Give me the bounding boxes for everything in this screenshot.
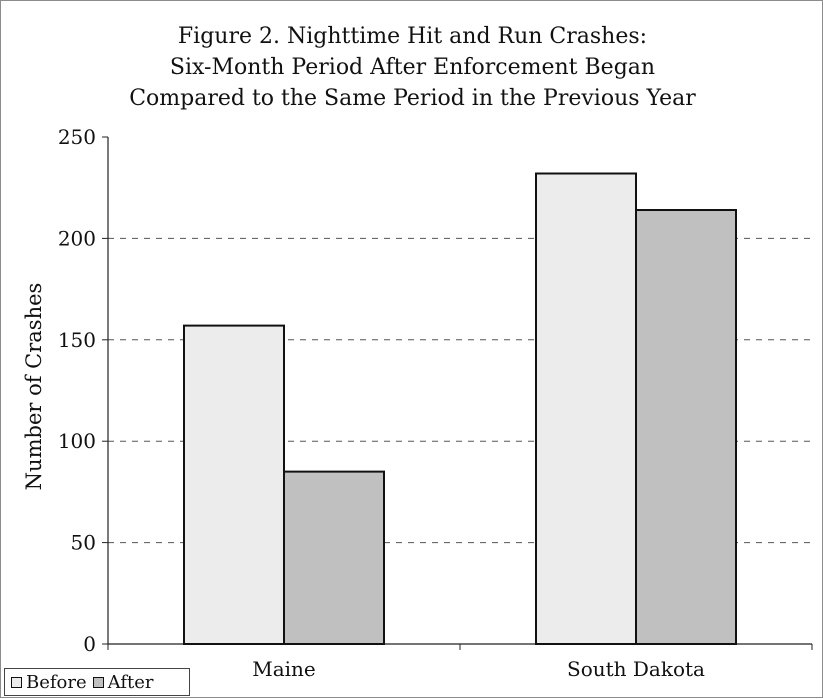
legend-label-before: Before [26, 671, 87, 693]
y-tick-label-0: 0 [83, 632, 96, 656]
bar-south-dakota-before [535, 172, 637, 645]
y-axis-label: Number of Crashes [22, 283, 46, 491]
y-tick-label-150: 150 [58, 328, 96, 352]
legend-swatch-after [92, 676, 104, 688]
y-tick-label-200: 200 [58, 226, 96, 250]
chart-title: Figure 2. Nighttime Hit and Run Crashes:… [1, 21, 823, 114]
legend-item-after: After [92, 671, 154, 693]
y-tick-label-250: 250 [58, 125, 96, 149]
bar-south-dakota-after [635, 209, 737, 645]
x-category-label-maine: Maine [252, 657, 316, 681]
x-category-label-south-dakota: South Dakota [567, 657, 705, 681]
y-tick-label-50: 50 [71, 531, 96, 555]
bar-maine-before [183, 324, 285, 645]
legend-item-before: Before [11, 672, 87, 693]
chart-title-line-2: Six-Month Period After Enforcement Began [169, 55, 656, 80]
legend-label-after: After [107, 671, 154, 693]
bar-maine-after [283, 470, 385, 645]
chart-title-line-1: Figure 2. Nighttime Hit and Run Crashes: [177, 24, 648, 49]
chart-title-line-3: Compared to the Same Period in the Previ… [129, 86, 696, 111]
y-tick-label-100: 100 [58, 429, 96, 453]
chart-legend: Before After [4, 668, 190, 696]
legend-swatch-before [11, 676, 22, 688]
